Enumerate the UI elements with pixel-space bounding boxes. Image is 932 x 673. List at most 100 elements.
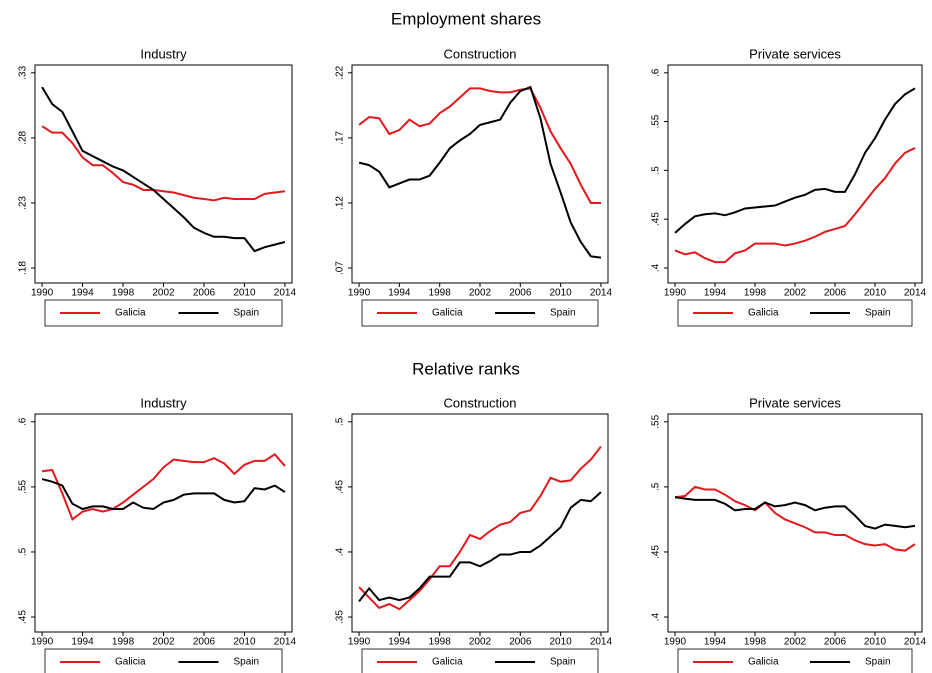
legend-box [44,648,283,673]
y-tick-label: .5 [651,482,662,491]
x-tick-label: 2006 [824,637,847,648]
section-title: Employment shares [391,9,541,28]
plot-frame [351,64,609,284]
legend-box [361,299,599,327]
legend-label: Spain [865,308,891,319]
y-tick-label: .17 [335,130,346,144]
legend-label: Galicia [432,308,463,319]
x-tick-label: 2006 [509,637,532,648]
y-tick-label: .45 [651,212,662,226]
y-tick-label: .28 [18,130,29,144]
x-tick-label: 2006 [824,288,847,299]
series-line [41,478,286,511]
chart-title: Construction [444,46,517,61]
x-tick-label: 1994 [704,288,727,299]
legend-label: Spain [234,657,260,668]
x-tick-label: 2014 [274,288,297,299]
plot-frame [667,64,923,284]
x-tick-label: 2014 [904,288,927,299]
series-line [358,491,602,603]
plot-frame [351,413,609,633]
x-tick-label: 2006 [193,288,216,299]
series-line [358,445,602,611]
x-tick-label: 1990 [664,288,687,299]
series-line [41,125,286,202]
legend-label: Spain [550,657,576,668]
x-tick-label: 1998 [429,637,452,648]
x-tick-label: 1990 [348,288,371,299]
x-tick-label: 2014 [904,637,927,648]
x-tick-label: 1994 [388,288,411,299]
y-tick-label: .4 [651,263,662,272]
legend-label: Spain [234,308,260,319]
series-line [674,87,916,234]
x-tick-label: 2002 [152,637,175,648]
x-tick-label: 2002 [784,637,807,648]
x-tick-label: 1990 [31,288,54,299]
series-line [674,147,916,264]
x-tick-label: 1998 [112,288,135,299]
y-tick-label: .55 [651,114,662,128]
x-tick-label: 1994 [388,637,411,648]
x-tick-label: 1998 [112,637,135,648]
x-tick-label: 1998 [429,288,452,299]
legend-box [44,299,283,327]
chart-title: Private services [749,395,841,410]
x-tick-label: 1990 [31,637,54,648]
chart-title: Industry [140,395,187,410]
x-tick-label: 2014 [590,288,613,299]
series-line [41,453,286,522]
y-tick-label: .4 [335,547,346,556]
x-tick-label: 2006 [193,637,216,648]
legend-label: Spain [550,308,576,319]
x-tick-label: 1998 [744,637,767,648]
x-tick-label: 2010 [550,637,573,648]
legend-box [677,648,913,673]
x-tick-label: 2010 [550,288,573,299]
series-line [358,87,601,204]
y-tick-label: .12 [335,196,346,210]
x-tick-label: 2014 [590,637,613,648]
legend-label: Galicia [432,657,463,668]
y-tick-label: .18 [18,261,29,275]
plot-frame [34,413,293,633]
y-tick-label: .5 [18,547,29,556]
x-tick-label: 1994 [71,637,94,648]
legend-label: Galicia [748,657,779,668]
y-tick-label: .5 [651,166,662,175]
x-tick-label: 2010 [233,637,256,648]
y-tick-label: .6 [18,417,29,426]
x-tick-label: 2002 [784,288,807,299]
legend-label: Galicia [748,308,779,319]
legend-label: Galicia [115,308,146,319]
chart-title: Private services [749,46,841,61]
y-tick-label: .45 [651,545,662,559]
legend-box [361,648,599,673]
y-tick-label: .23 [18,196,29,210]
section-title: Relative ranks [412,359,520,378]
x-tick-label: 1998 [744,288,767,299]
x-tick-label: 1990 [348,637,371,648]
legend-label: Galicia [115,657,146,668]
legend-label: Spain [865,657,891,668]
x-tick-label: 2010 [864,288,887,299]
y-tick-label: .07 [335,261,346,275]
y-tick-label: .35 [335,610,346,624]
chart-title: Construction [444,395,517,410]
x-tick-label: 1990 [664,637,687,648]
y-tick-label: .45 [335,479,346,493]
y-tick-label: .6 [651,68,662,77]
series-line [674,485,916,552]
x-tick-label: 2002 [469,637,492,648]
x-tick-label: 1994 [71,288,94,299]
y-tick-label: .5 [335,417,346,426]
series-line [358,85,602,259]
series-line [674,496,916,530]
y-tick-label: .55 [18,479,29,493]
x-tick-label: 1994 [704,637,727,648]
y-tick-label: .45 [18,610,29,624]
y-tick-label: .4 [651,612,662,621]
x-tick-label: 2002 [152,288,175,299]
y-tick-label: .22 [335,65,346,79]
